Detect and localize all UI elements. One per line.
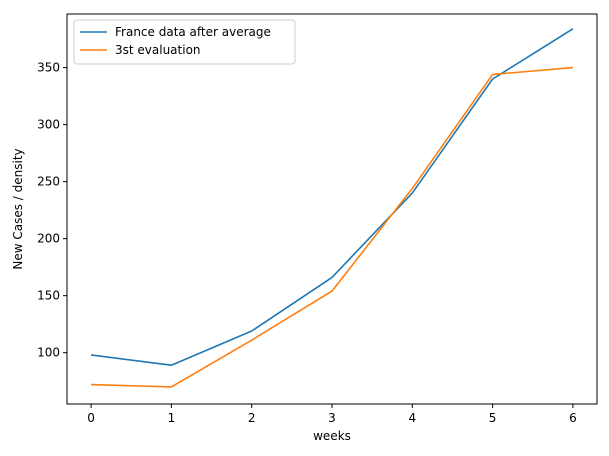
legend: France data after average 3st evaluation [73, 19, 296, 65]
x-axis-label: weeks [313, 429, 351, 443]
x-tick-label: 6 [569, 411, 577, 425]
x-tick-label: 0 [87, 411, 95, 425]
y-tick-label: 150 [37, 289, 60, 303]
x-tick-label: 1 [168, 411, 176, 425]
y-tick-label: 200 [37, 232, 60, 246]
x-axis-ticks: 0 1 2 3 4 5 6 [87, 404, 577, 425]
legend-box [73, 19, 296, 65]
y-axis-ticks: 100 150 200 250 300 350 [37, 61, 67, 360]
y-tick-label: 250 [37, 175, 60, 189]
y-tick-label: 350 [37, 61, 60, 75]
x-tick-label: 5 [489, 411, 497, 425]
x-tick-label: 2 [248, 411, 256, 425]
y-tick-label: 300 [37, 118, 60, 132]
x-tick-label: 4 [408, 411, 416, 425]
y-axis-label: New Cases / density [11, 148, 25, 269]
legend-entry-1: France data after average [115, 25, 271, 39]
series-line-1 [90, 28, 574, 367]
y-tick-label: 100 [37, 346, 60, 360]
x-tick-label: 3 [328, 411, 336, 425]
series-layer [90, 28, 574, 388]
series-line-2 [91, 66, 573, 388]
legend-entry-2: 3st evaluation [115, 43, 201, 57]
